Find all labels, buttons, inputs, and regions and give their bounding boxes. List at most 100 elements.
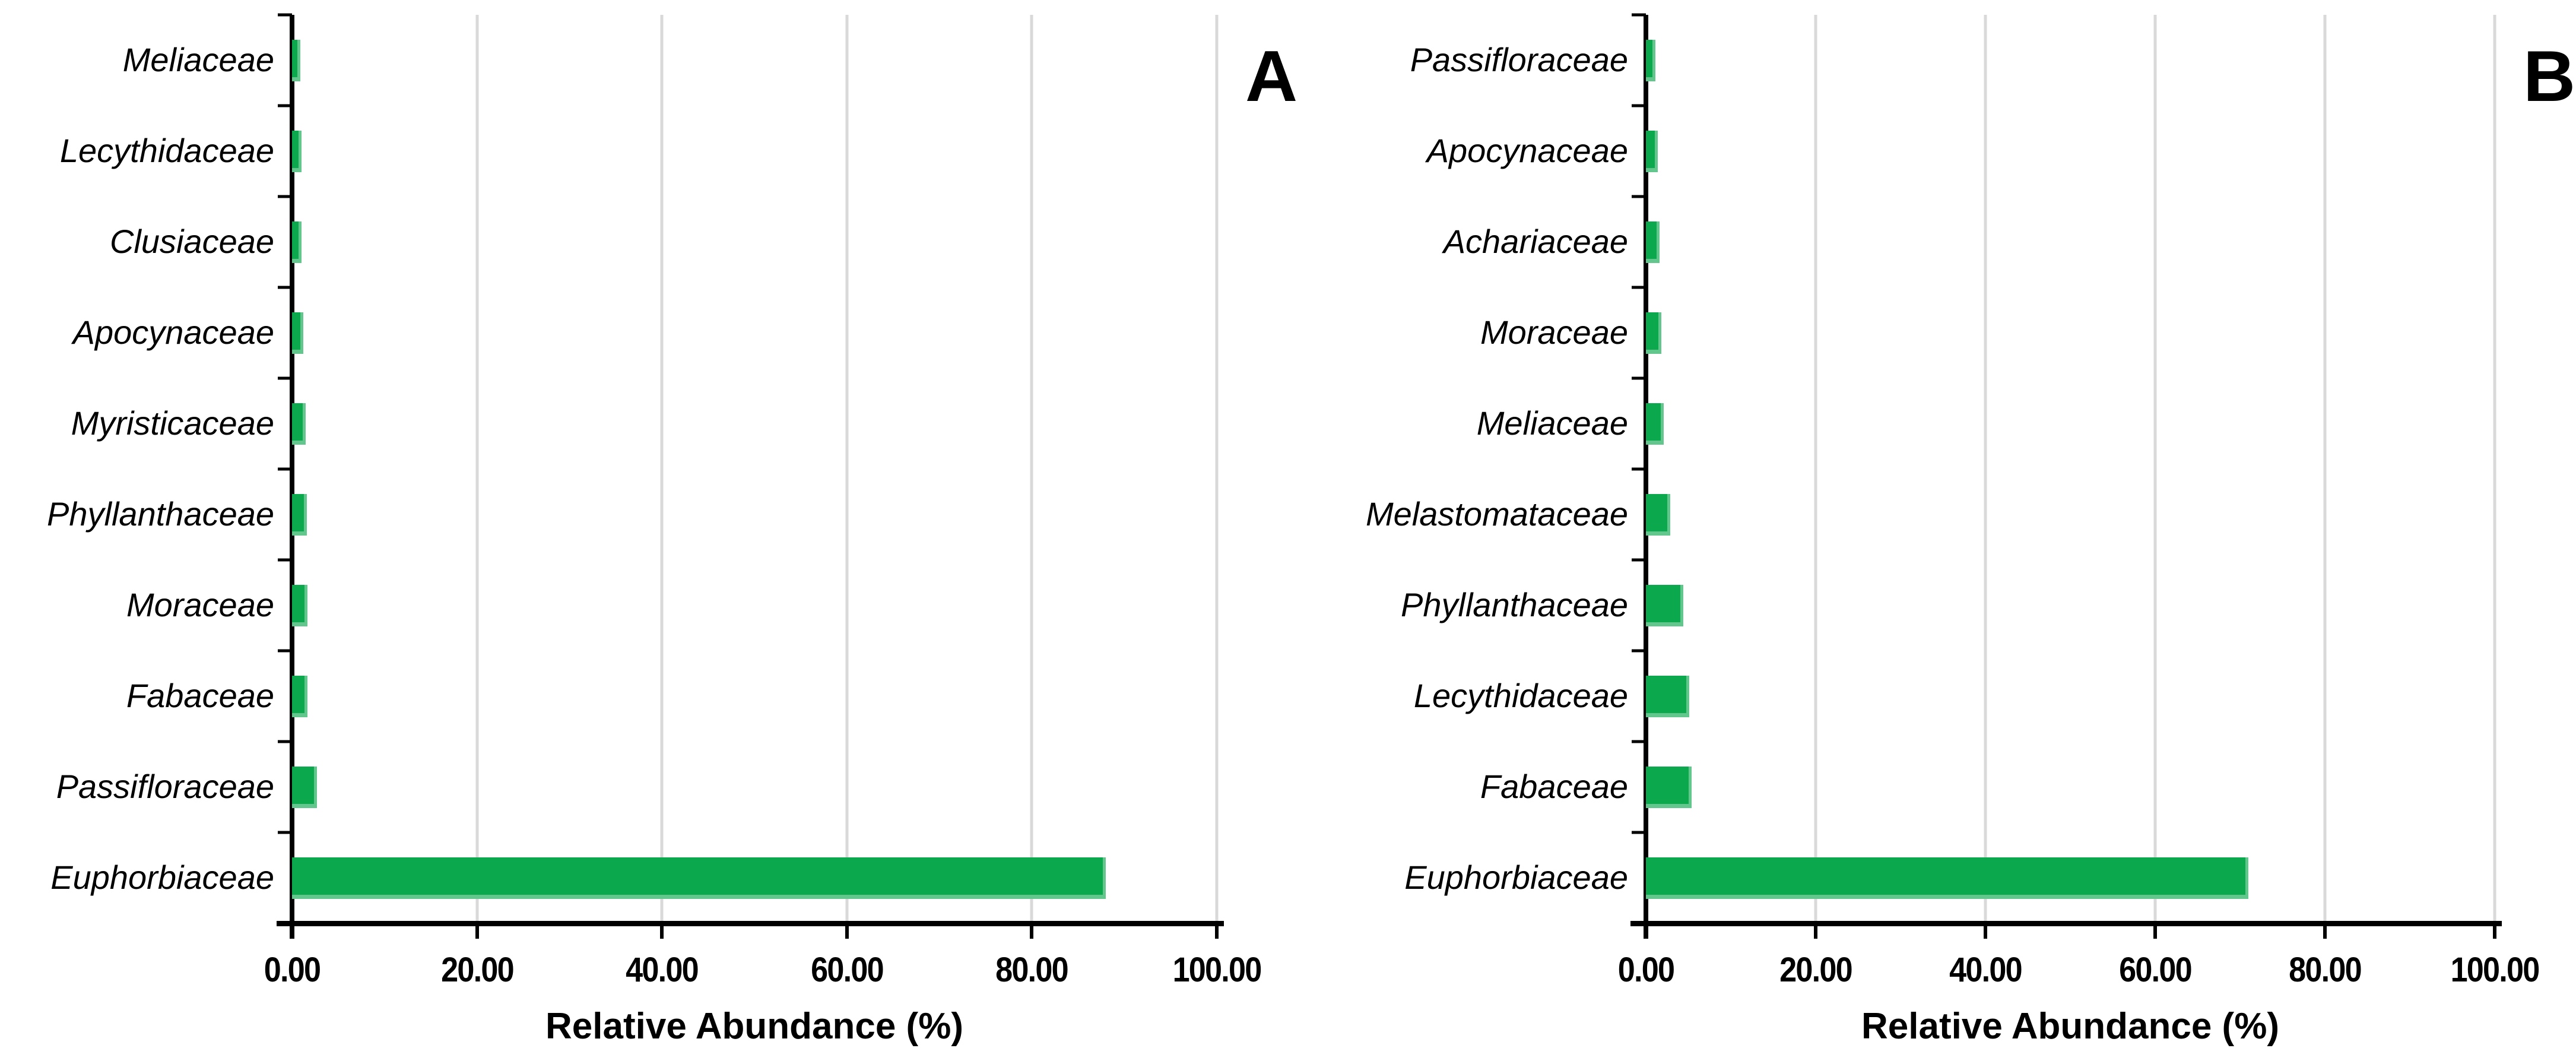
x-tick-label: 100.00 <box>2450 951 2540 989</box>
bar-apocynaceae <box>292 312 303 354</box>
category-label: Lecythidaceae <box>1413 676 1628 714</box>
bar-row <box>292 287 1217 378</box>
bar-row <box>1646 197 2495 287</box>
bar-achariaceae <box>1646 221 1660 263</box>
x-axis-line <box>277 921 1224 926</box>
bar-row <box>1646 832 2495 923</box>
x-tick <box>1814 923 1817 939</box>
bar-row <box>292 832 1217 923</box>
x-tick <box>2153 923 2157 939</box>
bar-passifloraceae <box>1646 39 1655 81</box>
bar-lecythidaceae <box>1646 675 1689 717</box>
y-tick <box>278 558 292 562</box>
x-tick-label: 40.00 <box>1949 951 2022 989</box>
x-tick <box>2323 923 2327 939</box>
y-axis-line <box>1644 15 1648 939</box>
panel-letter-a: A <box>1245 36 1298 116</box>
bar-row <box>1646 15 2495 106</box>
category-label: Meliaceae <box>122 40 274 78</box>
plot-area-b: B Relative Abundance (%) 0.00 20.00 40.00 6… <box>1366 13 2575 1047</box>
x-axis-title: Relative Abundance (%) <box>1861 1006 2279 1047</box>
y-tick <box>278 649 292 653</box>
category-label: Melastomataceae <box>1365 495 1628 533</box>
bar-myristicaceae <box>292 403 306 445</box>
category-label: Euphorbiaceae <box>50 858 274 896</box>
category-label: Passifloraceae <box>56 767 274 805</box>
gridline <box>845 15 849 923</box>
bar-row <box>1646 651 2495 742</box>
category-label: Lecythidaceae <box>59 131 274 169</box>
bar-fabaceae <box>292 675 308 717</box>
bar-row <box>292 469 1217 560</box>
x-tick-label: 60.00 <box>810 951 884 989</box>
y-tick <box>278 13 292 17</box>
bar-row <box>1646 106 2495 197</box>
bar-row <box>292 742 1217 832</box>
x-tick <box>2493 923 2496 939</box>
gridline <box>2323 15 2327 923</box>
bar-row <box>292 378 1217 469</box>
x-axis-line <box>1630 921 2502 926</box>
bar-meliaceae <box>292 39 301 81</box>
gridline <box>2153 15 2157 923</box>
x-tick <box>290 923 294 939</box>
panel-letter-b: B <box>2523 36 2576 116</box>
category-label: Phyllanthaceae <box>1401 585 1628 623</box>
chart-panel-a: A Relative Abundance (%) 0.00 20.00 40.00 6… <box>47 13 1297 1047</box>
bar-row <box>292 560 1217 651</box>
y-tick <box>278 286 292 289</box>
category-label: Meliaceae <box>1476 404 1628 442</box>
x-tick <box>1215 923 1219 939</box>
y-tick <box>278 922 292 925</box>
bar-row <box>292 197 1217 287</box>
bar-row <box>292 15 1217 106</box>
plot-area-a: A Relative Abundance (%) 0.00 20.00 40.00 6… <box>47 13 1297 1047</box>
x-tick-label: 80.00 <box>995 951 1069 989</box>
gridline <box>2493 15 2496 923</box>
x-tick <box>1030 923 1034 939</box>
x-tick-label: 20.00 <box>440 951 514 989</box>
bar-apocynaceae <box>1646 130 1658 172</box>
y-tick <box>1632 104 1646 107</box>
category-label: Euphorbiaceae <box>1404 858 1628 896</box>
category-label: Myristicaceae <box>71 404 274 442</box>
chart-panel-b: B Relative Abundance (%) 0.00 20.00 40.00 6… <box>1288 0 2576 1064</box>
x-tick <box>1644 923 1648 939</box>
bar-passifloraceae <box>292 766 318 808</box>
y-tick <box>1632 831 1646 834</box>
category-label: Phyllanthaceae <box>47 495 274 533</box>
y-tick <box>278 740 292 743</box>
category-label: Passifloraceae <box>1410 40 1628 78</box>
y-tick <box>1632 649 1646 653</box>
y-axis-line <box>290 15 294 939</box>
y-tick <box>278 376 292 380</box>
x-tick <box>660 923 664 939</box>
bar-row <box>1646 469 2495 560</box>
y-tick <box>1632 467 1646 471</box>
bar-meliaceae <box>1646 403 1664 445</box>
gridline <box>475 15 479 923</box>
category-label: Apocynaceae <box>1426 131 1628 169</box>
x-tick <box>845 923 849 939</box>
x-tick-label: 80.00 <box>2289 951 2362 989</box>
category-label: Achariaceae <box>1443 222 1628 260</box>
y-tick <box>1632 286 1646 289</box>
bar-row <box>292 651 1217 742</box>
x-tick <box>475 923 479 939</box>
x-tick-label: 100.00 <box>1172 951 1262 989</box>
x-tick-label: 0.00 <box>1617 951 1675 989</box>
y-tick <box>1632 922 1646 925</box>
x-tick-label: 60.00 <box>2119 951 2192 989</box>
y-tick <box>1632 376 1646 380</box>
bar-fabaceae <box>1646 766 1692 808</box>
category-label: Moraceae <box>1480 313 1628 351</box>
y-tick <box>278 467 292 471</box>
x-tick-label: 40.00 <box>626 951 699 989</box>
bar-row <box>1646 378 2495 469</box>
bar-melastomataceae <box>1646 493 1671 536</box>
x-tick-label: 20.00 <box>1779 951 1852 989</box>
category-label: Fabaceae <box>1480 767 1628 805</box>
bar-clusiaceae <box>292 221 302 263</box>
bar-euphorbiaceae <box>292 857 1106 899</box>
category-label: Fabaceae <box>126 676 274 714</box>
